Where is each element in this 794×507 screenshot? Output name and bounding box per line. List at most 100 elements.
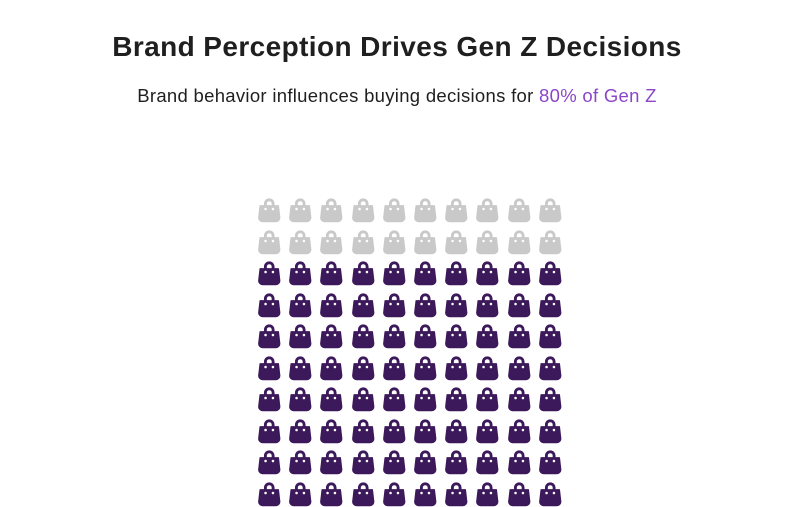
shopping-bag-icon-empty: [381, 197, 412, 229]
shopping-bag-icon-empty: [506, 197, 537, 229]
shopping-bag-icon-filled: [537, 292, 568, 324]
shopping-bag-icon-filled: [443, 449, 474, 481]
shopping-bag-icon-filled: [474, 355, 505, 387]
shopping-bag-icon-empty: [256, 229, 287, 261]
shopping-bag-icon-filled: [287, 386, 318, 418]
shopping-bag-icon-filled: [412, 449, 443, 481]
shopping-bag-icon-filled: [287, 260, 318, 292]
shopping-bag-icon-filled: [318, 292, 349, 324]
shopping-bag-icon-filled: [256, 355, 287, 387]
shopping-bag-icon-filled: [256, 386, 287, 418]
shopping-bag-icon-filled: [474, 481, 505, 507]
page-title: Brand Perception Drives Gen Z Decisions: [112, 31, 682, 62]
shopping-bag-icon-filled: [474, 418, 505, 450]
shopping-bag-icon-filled: [443, 355, 474, 387]
shopping-bag-icon-filled: [256, 323, 287, 355]
shopping-bag-icon-filled: [381, 355, 412, 387]
shopping-bag-icon-empty: [256, 197, 287, 229]
shopping-bag-icon-filled: [474, 449, 505, 481]
shopping-bag-icon-filled: [412, 260, 443, 292]
shopping-bag-icon-filled: [506, 386, 537, 418]
shopping-bag-icon-empty: [474, 229, 505, 261]
shopping-bag-icon-filled: [412, 418, 443, 450]
shopping-bag-icon-filled: [412, 386, 443, 418]
shopping-bag-icon-filled: [381, 481, 412, 507]
shopping-bag-icon-filled: [537, 449, 568, 481]
shopping-bag-icon-filled: [318, 386, 349, 418]
shopping-bag-icon-filled: [381, 260, 412, 292]
shopping-bag-icon-empty: [318, 229, 349, 261]
shopping-bag-icon-filled: [381, 449, 412, 481]
shopping-bag-icon-filled: [256, 418, 287, 450]
shopping-bag-icon-empty: [474, 197, 505, 229]
shopping-bag-icon-filled: [443, 323, 474, 355]
shopping-bag-icon-filled: [381, 386, 412, 418]
shopping-bag-icon-filled: [287, 449, 318, 481]
shopping-bag-icon-filled: [318, 418, 349, 450]
shopping-bag-icon-filled: [537, 355, 568, 387]
shopping-bag-icon-filled: [381, 418, 412, 450]
shopping-bag-icon-filled: [537, 323, 568, 355]
shopping-bag-icon-filled: [443, 481, 474, 507]
shopping-bag-icon-empty: [506, 229, 537, 261]
shopping-bag-icon-filled: [318, 481, 349, 507]
shopping-bag-icon-filled: [412, 481, 443, 507]
shopping-bag-icon-empty: [412, 197, 443, 229]
subtitle-text: Brand behavior influences buying decisio…: [137, 85, 540, 107]
shopping-bag-icon-filled: [350, 418, 381, 450]
shopping-bag-icon-filled: [537, 386, 568, 418]
shopping-bag-icon-filled: [412, 355, 443, 387]
shopping-bag-icon-filled: [443, 260, 474, 292]
shopping-bag-icon-filled: [287, 323, 318, 355]
shopping-bag-icon-filled: [350, 323, 381, 355]
shopping-bag-icon-empty: [287, 229, 318, 261]
shopping-bag-icon-filled: [506, 355, 537, 387]
shopping-bag-icon-filled: [381, 323, 412, 355]
shopping-bag-icon-filled: [474, 292, 505, 324]
shopping-bag-icon-filled: [537, 481, 568, 507]
chart-subtitle: Brand behavior influences buying decisio…: [0, 86, 794, 106]
shopping-bag-icon-filled: [287, 481, 318, 507]
shopping-bag-icon-filled: [350, 449, 381, 481]
shopping-bag-icon-filled: [412, 323, 443, 355]
shopping-bag-icon-filled: [474, 323, 505, 355]
shopping-bag-icon-empty: [412, 229, 443, 261]
shopping-bag-icon-empty: [537, 229, 568, 261]
shopping-bag-icon-empty: [318, 197, 349, 229]
shopping-bag-icon-filled: [381, 292, 412, 324]
shopping-bag-icon-filled: [256, 449, 287, 481]
shopping-bag-icon-filled: [474, 260, 505, 292]
shopping-bag-icon-filled: [443, 386, 474, 418]
waffle-chart: [256, 197, 568, 507]
shopping-bag-icon-filled: [287, 418, 318, 450]
shopping-bag-icon-filled: [506, 323, 537, 355]
shopping-bag-icon-empty: [381, 229, 412, 261]
shopping-bag-icon-empty: [537, 197, 568, 229]
shopping-bag-icon-filled: [537, 260, 568, 292]
shopping-bag-icon-filled: [350, 355, 381, 387]
shopping-bag-icon-filled: [350, 260, 381, 292]
shopping-bag-icon-filled: [350, 292, 381, 324]
shopping-bag-icon-empty: [350, 197, 381, 229]
shopping-bag-icon-filled: [287, 292, 318, 324]
shopping-bag-icon-filled: [350, 386, 381, 418]
shopping-bag-icon-filled: [443, 418, 474, 450]
shopping-bag-icon-empty: [350, 229, 381, 261]
shopping-bag-icon-empty: [443, 229, 474, 261]
shopping-bag-icon-filled: [256, 292, 287, 324]
shopping-bag-icon-filled: [318, 449, 349, 481]
shopping-bag-icon-filled: [506, 481, 537, 507]
shopping-bag-icon-empty: [287, 197, 318, 229]
shopping-bag-icon-filled: [318, 355, 349, 387]
shopping-bag-icon-filled: [318, 323, 349, 355]
shopping-bag-icon-filled: [350, 481, 381, 507]
shopping-bag-icon-filled: [474, 386, 505, 418]
shopping-bag-icon-filled: [256, 260, 287, 292]
shopping-bag-icon-filled: [506, 418, 537, 450]
shopping-bag-icon-empty: [443, 197, 474, 229]
shopping-bag-icon-filled: [256, 481, 287, 507]
shopping-bag-icon-filled: [287, 355, 318, 387]
shopping-bag-icon-filled: [443, 292, 474, 324]
shopping-bag-icon-filled: [506, 449, 537, 481]
shopping-bag-icon-filled: [506, 260, 537, 292]
